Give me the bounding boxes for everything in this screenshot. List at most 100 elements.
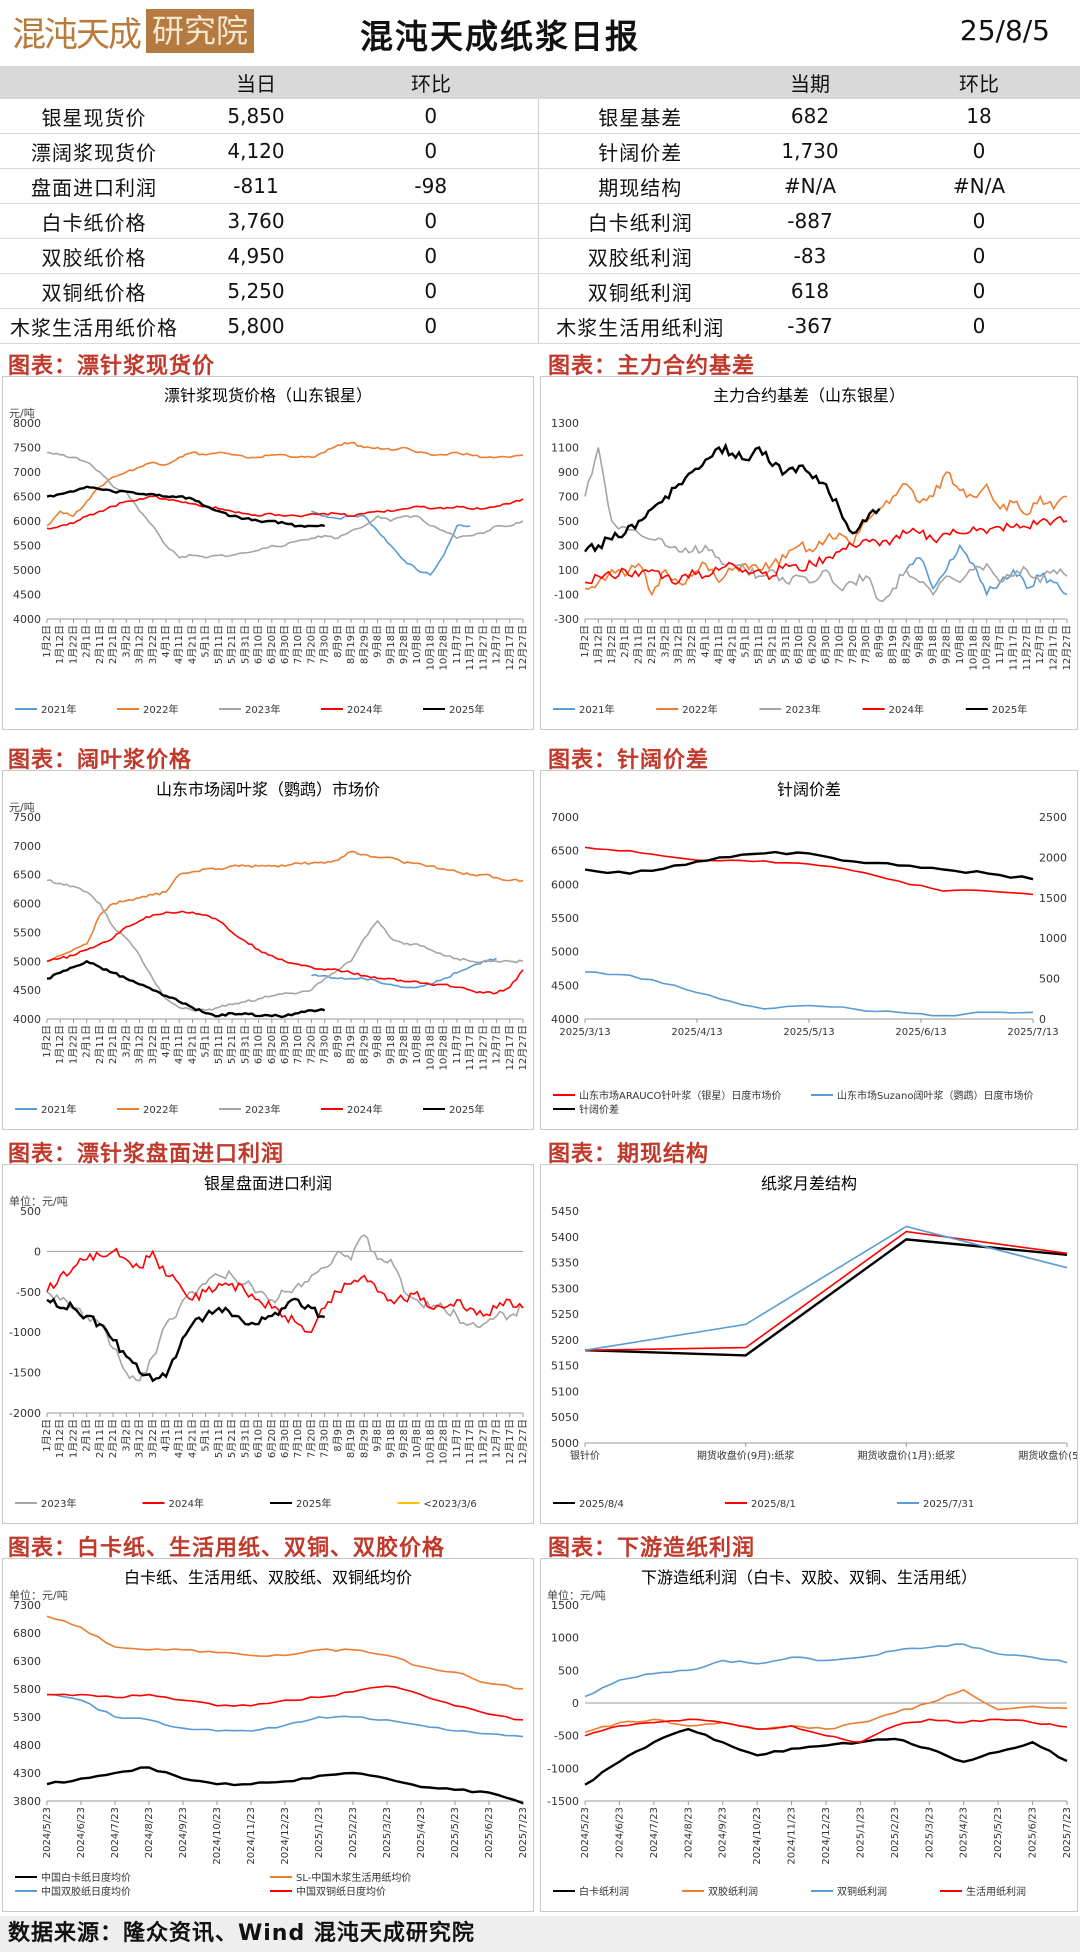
legend-label: 针阔价差 xyxy=(579,1103,619,1116)
kpi-row: 漂阔浆现货价 4,120 0 针阔价差 1,730 0 xyxy=(0,133,1080,169)
x-tick-label: 2024/11/23 xyxy=(246,1807,257,1865)
y-tick-label: 6500 xyxy=(13,491,41,504)
legend-label: 2025/8/4 xyxy=(579,1499,624,1510)
y-tick-label: 900 xyxy=(558,466,579,479)
x-tick-label: 12月7日 xyxy=(491,1419,503,1458)
x-tick-label: 3月2日 xyxy=(120,625,132,658)
y-tick-label: 7300 xyxy=(13,1599,41,1612)
y-tick-label: -2000 xyxy=(9,1407,41,1420)
x-tick-label: 3月22日 xyxy=(147,1419,159,1458)
y-tick-label: 5350 xyxy=(551,1257,579,1270)
y-axis-unit: 元/吨 xyxy=(9,801,35,814)
x-tick-label: 2025/4/13 xyxy=(671,1027,722,1038)
x-tick-label: 10月18日 xyxy=(424,1419,436,1464)
kpi-label: 银星现货价 xyxy=(0,98,188,134)
legend-label: 2023年 xyxy=(41,1497,76,1510)
x-tick-label: 1月12日 xyxy=(54,1419,66,1458)
x-tick-label: 7月20日 xyxy=(847,625,859,664)
kpi-row: 白卡纸价格 3,760 0 白卡纸利润 -887 0 xyxy=(0,203,1080,239)
series-line xyxy=(584,515,1068,586)
x-tick-label: 5月11日 xyxy=(213,1419,225,1458)
x-tick-label: 8月19日 xyxy=(345,1025,357,1064)
chart-title: 银星盘面进口利润 xyxy=(204,1174,332,1193)
x-tick-label: 10月28日 xyxy=(438,1025,450,1070)
x-tick-label: 2月21日 xyxy=(107,1025,119,1064)
kpi-change: 0 xyxy=(324,273,538,309)
x-tick-label: 5月11日 xyxy=(213,1025,225,1064)
x-tick-label: 2025/3/23 xyxy=(382,1807,393,1858)
chart-c1: 漂针浆现货价格（山东银星） 元/吨 4000 4500 5000 5500 6000 6500… xyxy=(9,386,529,716)
x-tick-label: 2024/12/23 xyxy=(821,1807,832,1865)
chart-panel: 主力合约基差（山东银星） -300 -100 100 300 500 700 900 1100 1… xyxy=(540,376,1078,730)
x-tick-label: 2024/12/23 xyxy=(280,1807,291,1865)
kpi-label: 白卡纸价格 xyxy=(0,203,188,239)
x-tick-label: 6月20日 xyxy=(266,1025,278,1064)
series-line xyxy=(46,485,325,528)
x-tick-label: 6月10日 xyxy=(253,1025,265,1064)
kpi-row: 木浆生活用纸价格 5,800 0 木浆生活用纸利润 -367 0 xyxy=(0,308,1080,344)
y-tick-label: 500 xyxy=(20,1205,41,1218)
y-tick-label: 5000 xyxy=(551,946,579,959)
series-line xyxy=(46,879,524,1012)
x-tick-label: 2月11日 xyxy=(633,625,645,664)
x-tick-label: 6月20日 xyxy=(807,625,819,664)
x-tick-label: 2025/6/23 xyxy=(484,1807,495,1858)
y2-tick-label: 1500 xyxy=(1039,892,1067,905)
x-tick-label: 8月29日 xyxy=(358,1025,370,1064)
x-tick-label: 7月10日 xyxy=(292,625,304,664)
x-tick-label: 6月10日 xyxy=(253,1419,265,1458)
kpi-value: 3,760 xyxy=(188,203,324,239)
chart-title: 漂针浆现货价格（山东银星） xyxy=(164,386,372,405)
y-tick-label: 5500 xyxy=(13,926,41,939)
kpi-label: 白卡纸利润 xyxy=(537,203,742,239)
x-tick-label: 11月27日 xyxy=(477,1419,489,1464)
x-tick-label: 7月30日 xyxy=(319,1419,331,1458)
kpi-label: 漂阔浆现货价 xyxy=(0,133,188,169)
x-tick-label: 8月29日 xyxy=(358,625,370,664)
x-tick-label: 11月27日 xyxy=(1021,625,1033,670)
x-tick-label: 9月18日 xyxy=(927,625,939,664)
x-tick-label: 2025/1/23 xyxy=(855,1807,866,1858)
x-tick-label: 期货收盘价(1月):纸浆 xyxy=(858,1449,956,1462)
x-tick-label: 2025/1/23 xyxy=(314,1807,325,1858)
section-title: 图表：期现结构 xyxy=(548,1142,710,1167)
y-tick-label: 700 xyxy=(558,491,579,504)
x-tick-label: 3月2日 xyxy=(120,1025,132,1058)
legend-label: 2023年 xyxy=(245,703,280,716)
legend-label: 2025年 xyxy=(296,1497,331,1510)
legend-label: 山东市场Suzano阔叶浆（鹦鹉）日度市场价 xyxy=(837,1089,1034,1102)
series-line xyxy=(584,850,1034,881)
x-tick-label: 12月7日 xyxy=(491,625,503,664)
series-line xyxy=(46,1766,524,1805)
y-tick-label: -1000 xyxy=(547,1762,579,1775)
kpi-change: 18 xyxy=(878,98,1080,134)
y-tick-label: 5200 xyxy=(551,1334,579,1347)
x-tick-label: 10月18日 xyxy=(424,1025,436,1070)
kpi-value: 1,730 xyxy=(742,133,878,169)
x-tick-label: 2024/5/23 xyxy=(42,1807,53,1858)
x-tick-label: 1月2日 xyxy=(579,625,591,658)
x-tick-label: 2025/5/23 xyxy=(993,1807,1004,1858)
kpi-value: 4,120 xyxy=(188,133,324,169)
kpi-label: 双胶纸利润 xyxy=(537,238,742,274)
x-tick-label: 7月10日 xyxy=(833,625,845,664)
y-tick-label: 5400 xyxy=(551,1231,579,1244)
x-tick-label: 6月10日 xyxy=(793,625,805,664)
y-tick-label: 1500 xyxy=(551,1599,579,1612)
legend-label: 2021年 xyxy=(41,1103,76,1116)
kpi-change: 0 xyxy=(324,133,538,169)
x-tick-label: 2月1日 xyxy=(81,625,93,658)
y-tick-label: 7000 xyxy=(13,840,41,853)
series-line xyxy=(584,1727,1068,1786)
y-tick-label: -500 xyxy=(554,1730,579,1743)
x-tick-label: 2月11日 xyxy=(94,625,106,664)
section-title: 图表：针阔价差 xyxy=(548,748,710,773)
x-tick-label: 5月11日 xyxy=(753,625,765,664)
legend-label: 2025年 xyxy=(992,703,1027,716)
kpi-row: 盘面进口利润 -811 -98 期现结构 #N/A #N/A xyxy=(0,168,1080,204)
kpi-change: 0 xyxy=(878,133,1080,169)
y-axis-unit: 单位：元/吨 xyxy=(9,1588,68,1602)
chart-title: 主力合约基差（山东银星） xyxy=(713,386,905,405)
x-tick-label: 9月8日 xyxy=(372,1025,384,1058)
